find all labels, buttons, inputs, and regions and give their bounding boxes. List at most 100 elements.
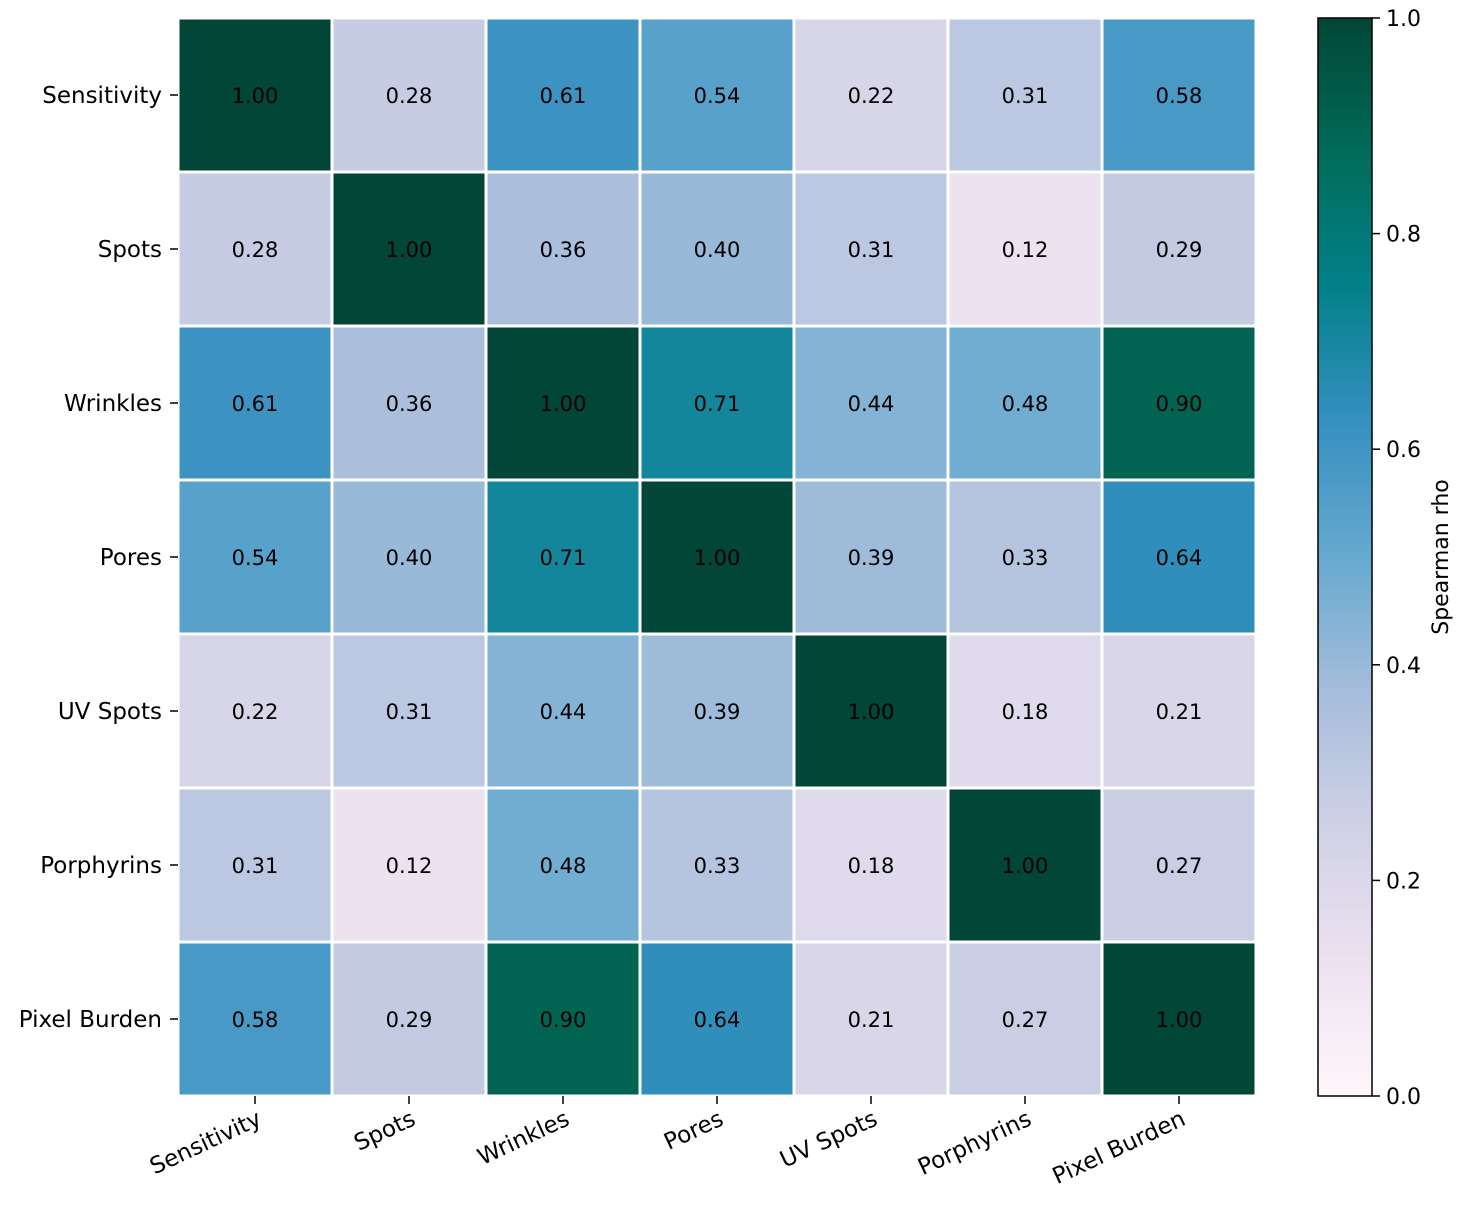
cell-value-label: 0.21 xyxy=(848,1008,895,1032)
cell-value-label: 0.54 xyxy=(232,546,279,570)
heatmap-cell-pores-sensitivity xyxy=(179,481,331,633)
cell-value-label: 0.48 xyxy=(540,854,587,878)
x-tick-label: Wrinkles xyxy=(474,1106,574,1171)
heatmap-cell-spots-wrinkles xyxy=(487,173,639,325)
heatmap-cell-pixel-burden-uv-spots xyxy=(795,943,947,1095)
colorbar-gradient xyxy=(1317,17,1373,1097)
colorbar-ticks: 0.0 0.2 0.4 0.6 0.8 1.0 xyxy=(1372,7,1421,1110)
heatmap-cell-wrinkles-porphyrins xyxy=(949,327,1101,479)
heatmap-cell-wrinkles-spots xyxy=(333,327,485,479)
x-axis: Sensitivity Spots Wrinkles Pores UV Spots Por… xyxy=(146,1096,1190,1190)
cell-value-label: 1.00 xyxy=(848,700,895,724)
x-tick-label: Spots xyxy=(350,1106,419,1157)
x-tick-label: Porphyrins xyxy=(914,1106,1035,1181)
heatmap-cell-sensitivity-porphyrins xyxy=(949,19,1101,171)
cell-value-label: 0.31 xyxy=(386,700,433,724)
heatmap-cell-porphyrins-spots xyxy=(333,789,485,941)
y-tick-label: UV Spots xyxy=(58,699,162,725)
cell-value-label: 1.00 xyxy=(1002,854,1049,878)
cell-value-label: 0.64 xyxy=(694,1008,741,1032)
heatmap-cell-uv-spots-porphyrins xyxy=(949,635,1101,787)
heatmap-cell-pores-porphyrins xyxy=(949,481,1101,633)
heatmap-cell-uv-spots-pores xyxy=(641,635,793,787)
x-tick-label: Pores xyxy=(660,1106,727,1156)
cell-value-label: 0.31 xyxy=(232,854,279,878)
cell-value-label: 0.39 xyxy=(848,546,895,570)
cell-value-label: 0.44 xyxy=(540,700,587,724)
y-axis: Sensitivity Spots Wrinkles Pores UV Spots Por… xyxy=(19,83,178,1033)
cell-value-label: 0.33 xyxy=(694,854,741,878)
heatmap-cell-wrinkles-pores xyxy=(641,327,793,479)
cell-value-label: 0.71 xyxy=(540,546,587,570)
cell-value-label: 0.12 xyxy=(1002,238,1049,262)
heatmap-cell-pores-wrinkles xyxy=(487,481,639,633)
cell-value-label: 0.71 xyxy=(694,392,741,416)
colorbar-tick-label: 0.0 xyxy=(1386,1085,1421,1110)
heatmap-cell-sensitivity-spots xyxy=(333,19,485,171)
heatmap-cell-pixel-burden-spots xyxy=(333,943,485,1095)
heatmap-cell-pores-spots xyxy=(333,481,485,633)
heatmap-cell-pores-uv-spots xyxy=(795,481,947,633)
colorbar-label: Spearman rho xyxy=(1429,479,1454,635)
heatmap-cell-sensitivity-wrinkles xyxy=(487,19,639,171)
cell-value-label: 0.61 xyxy=(232,392,279,416)
cell-value-label: 0.36 xyxy=(540,238,587,262)
cell-value-label: 0.22 xyxy=(232,700,279,724)
cell-value-label: 0.31 xyxy=(1002,84,1049,108)
cell-value-label: 0.44 xyxy=(848,392,895,416)
colorbar-tick-label: 0.4 xyxy=(1386,654,1421,679)
cell-value-label: 1.00 xyxy=(232,84,279,108)
heatmap-cell-pixel-burden-sensitivity xyxy=(179,943,331,1095)
cell-value-label: 0.61 xyxy=(540,84,587,108)
heatmap-cell-sensitivity-pixel-burden xyxy=(1103,19,1255,171)
heatmap-cell-spots-porphyrins xyxy=(949,173,1101,325)
heatmap-cell-sensitivity-sensitivity xyxy=(179,19,331,171)
cell-value-label: 0.58 xyxy=(232,1008,279,1032)
colorbar-tick-label: 0.2 xyxy=(1386,869,1421,894)
heatmap-cell-porphyrins-sensitivity xyxy=(179,789,331,941)
heatmap-cells: 1.00 0.28 0.61 0.54 0.22 0.31 0.58 0.28 1.00 0.36… xyxy=(179,19,1255,1095)
heatmap-cell-pixel-burden-porphyrins xyxy=(949,943,1101,1095)
cell-value-label: 0.29 xyxy=(1156,238,1203,262)
heatmap-cell-porphyrins-porphyrins xyxy=(949,789,1101,941)
y-tick-label: Sensitivity xyxy=(42,83,162,109)
cell-value-label: 0.58 xyxy=(1156,84,1203,108)
cell-value-label: 1.00 xyxy=(1156,1008,1203,1032)
heatmap-cell-sensitivity-uv-spots xyxy=(795,19,947,171)
heatmap-cell-spots-spots xyxy=(333,173,485,325)
cell-value-label: 1.00 xyxy=(540,392,587,416)
y-tick-label: Porphyrins xyxy=(40,853,162,879)
x-tick-label: Sensitivity xyxy=(146,1106,266,1180)
y-tick-label: Spots xyxy=(98,237,162,263)
cell-value-label: 0.29 xyxy=(386,1008,433,1032)
heatmap-cell-sensitivity-pores xyxy=(641,19,793,171)
cell-value-label: 0.40 xyxy=(386,546,433,570)
cell-value-label: 0.90 xyxy=(540,1008,587,1032)
cell-value-label: 0.33 xyxy=(1002,546,1049,570)
heatmap-cell-uv-spots-pixel-burden xyxy=(1103,635,1255,787)
heatmap-cell-porphyrins-wrinkles xyxy=(487,789,639,941)
heatmap-cell-porphyrins-pores xyxy=(641,789,793,941)
colorbar: 0.0 0.2 0.4 0.6 0.8 1.0 Spearman rho xyxy=(1317,7,1454,1110)
cell-value-label: 0.18 xyxy=(1002,700,1049,724)
cell-value-label: 1.00 xyxy=(694,546,741,570)
heatmap-cell-pores-pores xyxy=(641,481,793,633)
cell-value-label: 0.39 xyxy=(694,700,741,724)
heatmap-cell-wrinkles-wrinkles xyxy=(487,327,639,479)
cell-value-label: 0.36 xyxy=(386,392,433,416)
y-tick-label: Pores xyxy=(100,545,162,571)
heatmap-cell-porphyrins-pixel-burden xyxy=(1103,789,1255,941)
y-tick-label: Wrinkles xyxy=(64,391,162,417)
cell-value-label: 0.22 xyxy=(848,84,895,108)
heatmap-cell-pixel-burden-wrinkles xyxy=(487,943,639,1095)
cell-value-label: 0.64 xyxy=(1156,546,1203,570)
colorbar-tick-label: 0.8 xyxy=(1386,223,1421,248)
cell-value-label: 0.27 xyxy=(1002,1008,1049,1032)
heatmap-cell-spots-pixel-burden xyxy=(1103,173,1255,325)
colorbar-tick-label: 0.6 xyxy=(1386,438,1421,463)
cell-value-label: 0.12 xyxy=(386,854,433,878)
heatmap-cell-spots-sensitivity xyxy=(179,173,331,325)
cell-value-label: 0.27 xyxy=(1156,854,1203,878)
heatmap-cell-pores-pixel-burden xyxy=(1103,481,1255,633)
